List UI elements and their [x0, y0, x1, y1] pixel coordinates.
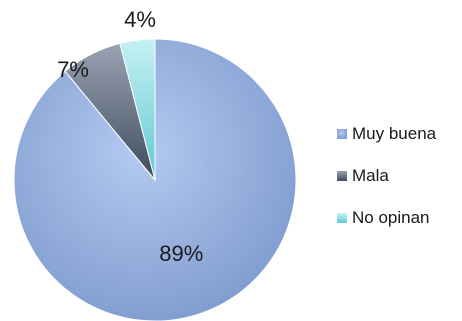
legend-label-mala: Mala	[352, 166, 389, 185]
data-label-mala: 7%	[57, 57, 89, 82]
legend-swatch-mala	[337, 171, 347, 181]
legend-label-no-opinan: No opinan	[352, 208, 430, 227]
pie-data-labels: 89% 7% 4%	[57, 7, 203, 266]
data-label-no-opinan: 4%	[124, 7, 156, 32]
pie-slices	[13, 38, 297, 321]
legend: Muy buena Mala No opinan	[337, 124, 437, 227]
legend-label-muy-buena: Muy buena	[352, 124, 437, 143]
pie-slice-no-opinan	[119, 38, 156, 181]
legend-swatch-no-opinan	[337, 213, 347, 223]
legend-swatch-muy-buena	[337, 129, 347, 139]
data-label-muy-buena: 89%	[159, 241, 203, 266]
